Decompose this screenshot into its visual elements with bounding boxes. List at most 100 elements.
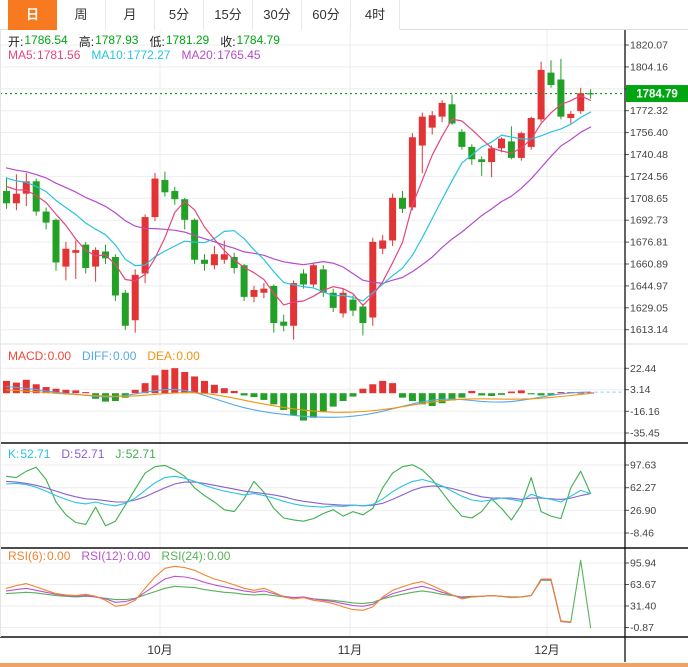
axis-tick-label: 1740.48: [630, 149, 668, 161]
candle: [62, 248, 70, 267]
axis-tick-label: -8.46: [630, 528, 654, 540]
axis-tick-label: 31.40: [630, 601, 656, 613]
candle: [270, 285, 278, 324]
candle: [408, 137, 416, 208]
candle: [349, 299, 357, 311]
candle: [22, 181, 30, 194]
candle: [52, 219, 60, 263]
candle: [210, 254, 218, 266]
kdj-panel: [5, 464, 592, 527]
candle: [339, 292, 347, 314]
axis-tick-label: 1644.97: [630, 280, 668, 292]
axis-tick-label: -35.45: [630, 428, 660, 440]
axis-tick-label: -0.87: [630, 622, 654, 634]
candle: [379, 240, 387, 249]
candle: [527, 118, 535, 147]
period-tab-4[interactable]: 5分: [155, 0, 204, 30]
axis-tick-label: 22.44: [630, 363, 656, 375]
period-tab-2[interactable]: 周: [57, 0, 106, 30]
candle: [300, 273, 307, 285]
period-toolbar: 日周月 5分 15分 30分 60分 4时: [0, 0, 688, 30]
candle: [82, 244, 90, 268]
candle: [32, 181, 40, 212]
candle: [121, 292, 129, 326]
axis-tick-label: -16.16: [630, 406, 660, 418]
gridlines: [0, 30, 625, 637]
period-tab-5[interactable]: 15分: [204, 0, 253, 30]
axis-tick-label: 95.94: [630, 558, 656, 570]
candle: [399, 197, 406, 209]
candle: [428, 115, 436, 128]
axis-tick-label: 1756.40: [630, 127, 668, 139]
axis-tick-label: 1772.32: [630, 105, 668, 117]
candle: [201, 259, 208, 264]
period-tab-8[interactable]: 4时: [351, 0, 400, 30]
candle: [220, 254, 228, 260]
axis-tick-label: 1660.89: [630, 259, 668, 271]
candle: [161, 179, 169, 193]
candle: [438, 102, 446, 117]
axis-tick-label: 1724.56: [630, 171, 668, 183]
bottom-border: [0, 663, 688, 667]
candle: [141, 217, 149, 274]
axis-tick-label: 1692.73: [630, 215, 668, 227]
period-tab-6[interactable]: 30分: [253, 0, 302, 30]
candle: [478, 159, 486, 163]
candle: [488, 148, 496, 163]
candle: [181, 199, 189, 220]
candle: [458, 131, 466, 147]
axis-tick-label: 1629.05: [630, 302, 668, 314]
axis-tick-label: 62.27: [630, 482, 656, 494]
axis-tick-label: 1613.14: [630, 324, 668, 336]
candle: [329, 292, 337, 308]
axis-tick-label: 97.63: [630, 460, 656, 472]
candle: [280, 321, 288, 326]
axes: 1820.071804.161788.241772.321756.401740.…: [0, 30, 688, 662]
candle: [171, 190, 179, 200]
month-label: 11月: [338, 643, 362, 657]
axis-tick-label: 1708.65: [630, 193, 668, 205]
candle: [359, 306, 367, 324]
axis-tick-label: 63.67: [630, 579, 656, 591]
candle: [290, 283, 298, 326]
candle: [468, 146, 476, 160]
candle: [111, 256, 119, 296]
candle: [547, 72, 555, 85]
candle: [240, 265, 248, 297]
axis-tick-label: 26.90: [630, 505, 656, 517]
month-label: 12月: [534, 643, 559, 657]
candle: [537, 69, 545, 120]
axis-tick-label: 1820.07: [630, 40, 668, 52]
period-tab-3[interactable]: 月: [106, 0, 155, 30]
current-price-badge: 1784.79: [626, 85, 688, 103]
candle: [92, 250, 100, 267]
month-label: 10月: [147, 643, 172, 657]
candle: [369, 241, 377, 318]
candle: [448, 104, 456, 124]
candle: [191, 219, 199, 260]
candle: [517, 133, 525, 158]
rsi-panel: [5, 559, 592, 629]
candle: [577, 93, 585, 112]
candle: [309, 265, 317, 285]
candle: [389, 197, 397, 241]
candle: [3, 190, 10, 204]
candle: [418, 116, 426, 146]
candle: [42, 211, 50, 223]
candle: [498, 138, 505, 149]
candle: [557, 79, 565, 117]
candle: [72, 250, 80, 253]
period-tab-1[interactable]: 日: [8, 0, 57, 30]
main-panel: [0, 58, 625, 340]
candle: [507, 141, 515, 158]
candle: [250, 289, 258, 297]
current-price-value: 1784.79: [636, 88, 678, 100]
axis-tick-label: 1804.16: [630, 61, 668, 73]
axis-tick-label: 3.14: [630, 384, 651, 396]
period-tab-7[interactable]: 60分: [302, 0, 351, 30]
candle: [230, 256, 238, 268]
candle: [319, 269, 327, 293]
candle: [12, 193, 20, 204]
